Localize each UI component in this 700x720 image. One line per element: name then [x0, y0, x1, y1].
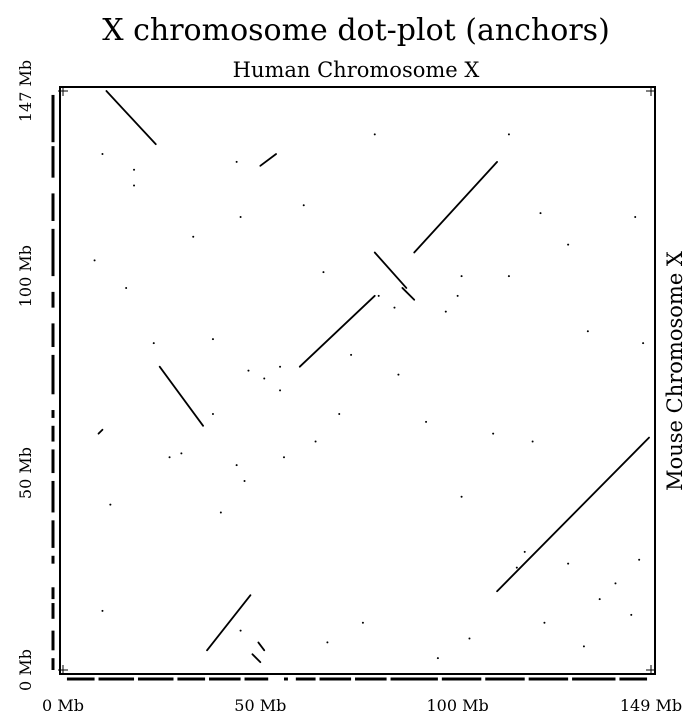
x-tick-label: 149 Mb — [620, 696, 682, 715]
anchor-point — [460, 275, 463, 278]
anchor-segment — [97, 428, 104, 435]
anchor-point — [468, 637, 471, 640]
anchor-point — [582, 645, 585, 648]
anchor-point — [168, 456, 171, 459]
anchor-segment — [401, 287, 416, 301]
plot-frame — [59, 86, 656, 675]
anchor-point — [133, 168, 136, 171]
anchor-point — [279, 365, 282, 368]
anchor-segment — [206, 594, 252, 652]
anchor-point — [263, 377, 266, 380]
anchor-point — [456, 294, 459, 297]
anchor-point — [152, 342, 155, 345]
anchor-point — [373, 133, 376, 136]
anchor-point — [507, 133, 510, 136]
anchor-point — [243, 479, 246, 482]
anchor-point — [539, 212, 542, 215]
anchor-point — [211, 412, 214, 415]
anchor-point — [393, 306, 396, 309]
anchor-point — [630, 613, 633, 616]
anchor-segment — [158, 365, 204, 427]
anchor-segment — [413, 160, 498, 254]
anchor-point — [586, 330, 589, 333]
anchor-point — [282, 456, 285, 459]
anchor-point — [436, 657, 439, 660]
anchor-point — [425, 420, 428, 423]
anchor-point — [279, 389, 282, 392]
y-axis-title: Mouse Chromosome X — [663, 251, 687, 491]
anchor-point — [314, 440, 317, 443]
anchor-point — [523, 550, 526, 553]
anchor-point — [109, 503, 112, 506]
anchor-point — [543, 621, 546, 624]
y-tick-label: 0 Mb — [16, 649, 35, 691]
anchor-point — [567, 562, 570, 565]
anchor-point — [531, 440, 534, 443]
anchor-segment — [496, 436, 650, 593]
anchor-point — [350, 353, 353, 356]
anchor-point — [492, 432, 495, 435]
anchor-point — [235, 160, 238, 163]
anchor-segment — [105, 90, 157, 146]
x-axis-title: Human Chromosome X — [233, 58, 480, 82]
x-tick-label: 50 Mb — [234, 696, 286, 715]
x-tick-labels: 0 Mb 50 Mb 100 Mb 149 Mb — [42, 696, 682, 715]
y-tick-label: 100 Mb — [16, 245, 35, 307]
x-tick-label: 0 Mb — [42, 696, 84, 715]
anchor-point — [614, 582, 617, 585]
anchor-point — [460, 495, 463, 498]
anchor-point — [235, 464, 238, 467]
anchor-point — [598, 598, 601, 601]
anchor-point — [377, 294, 380, 297]
anchor-point — [180, 452, 183, 455]
y-tick-labels: 0 Mb 50 Mb 100 Mb 147 Mb — [16, 60, 35, 691]
anchor-point — [211, 338, 214, 341]
anchor-point — [642, 342, 645, 345]
anchor-point — [239, 629, 242, 632]
chart-title: X chromosome dot-plot (anchors) — [102, 13, 610, 48]
axis-coverage-rugs — [51, 94, 648, 681]
anchor-point — [361, 621, 364, 624]
anchor-point — [192, 235, 195, 238]
y-tick-label: 50 Mb — [16, 447, 35, 499]
anchor-point — [219, 511, 222, 514]
anchor-point — [133, 184, 136, 187]
anchor-point — [634, 216, 637, 219]
x-tick-label: 100 Mb — [427, 696, 489, 715]
anchor-segment — [257, 641, 266, 652]
anchor-segments — [97, 90, 650, 664]
anchor-point — [638, 558, 641, 561]
anchor-point — [397, 373, 400, 376]
anchor-point — [567, 243, 570, 246]
y-tick-label: 147 Mb — [16, 60, 35, 122]
anchor-point — [444, 310, 447, 313]
anchor-point — [125, 286, 128, 289]
anchor-point — [101, 153, 104, 156]
anchor-point — [302, 204, 305, 207]
anchor-point — [338, 412, 341, 415]
anchor-point — [515, 566, 518, 569]
anchor-segment — [298, 294, 376, 368]
anchor-segment — [373, 251, 408, 289]
anchor-point — [93, 259, 96, 262]
anchor-points — [93, 133, 645, 660]
anchor-point — [239, 216, 242, 219]
anchor-point — [247, 369, 250, 372]
anchor-point — [507, 275, 510, 278]
anchor-segment — [251, 653, 262, 664]
anchor-point — [101, 609, 104, 612]
anchor-point — [326, 641, 329, 644]
anchor-point — [322, 271, 325, 274]
anchor-segment — [259, 153, 278, 167]
corner-ticks — [58, 86, 656, 675]
